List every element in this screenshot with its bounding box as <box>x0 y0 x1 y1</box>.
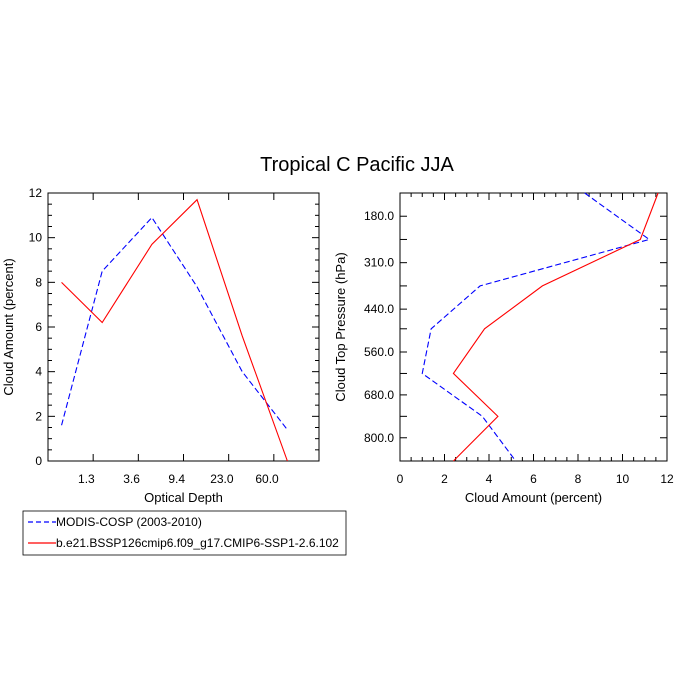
y-axis-title-left: Cloud Amount (percent) <box>1 258 16 395</box>
y-tick-label: 310.0 <box>364 256 394 270</box>
x-tick-label: 10 <box>616 472 630 486</box>
series-line-b-e21-bssp126cmip6-f09-g17-cmip6-ssp1-2-6-102 <box>452 192 659 462</box>
x-tick-label: 2 <box>441 472 448 486</box>
x-tick-label: 60.0 <box>255 472 279 486</box>
legend-box <box>22 510 347 556</box>
y-tick-label: 680.0 <box>364 388 394 402</box>
x-tick-label: 1.3 <box>78 472 95 486</box>
chart-title: Tropical C Pacific JJA <box>260 154 454 176</box>
plot-frame-right <box>399 192 668 462</box>
series-line-modis-cosp-2003-2010 <box>61 216 288 431</box>
x-tick-label: 23.0 <box>210 472 234 486</box>
legend: MODIS-COSP (2003-2010) b.e21.BSSP126cmip… <box>22 510 347 556</box>
x-tick-label: 12 <box>660 472 674 486</box>
x-tick-label: 3.6 <box>123 472 140 486</box>
y-tick-label: 6 <box>35 320 42 334</box>
y-tick-label: 0 <box>35 454 42 468</box>
y-tick-label: 2 <box>35 409 42 423</box>
series-line-b-e21-bssp126cmip6-f09-g17-cmip6-ssp1-2-6-102 <box>61 198 288 462</box>
y-tick-label: 440.0 <box>364 302 394 316</box>
pressure-profile-panel: 0 2 4 6 8 10 12 180.0 310.0 440.0 560.0 680.0 800.0 C… <box>333 192 674 505</box>
x-tick-label: 9.4 <box>168 472 185 486</box>
y-tick-label: 12 <box>29 186 43 200</box>
y-tick-label: 800.0 <box>364 431 394 445</box>
y-tick-label: 560.0 <box>364 345 394 359</box>
plot-frame-left <box>47 192 320 462</box>
y-tick-label: 10 <box>29 231 43 245</box>
y-tick-label: 8 <box>35 275 42 289</box>
legend-label-model: b.e21.BSSP126cmip6.f09_g17.CMIP6-SSP1-2.… <box>56 536 339 550</box>
x-tick-label: 8 <box>575 472 582 486</box>
x-axis-title-right: Cloud Amount (percent) <box>465 490 602 505</box>
y-axis-title-right: Cloud Top Pressure (hPa) <box>333 252 348 401</box>
x-tick-label: 6 <box>530 472 537 486</box>
y-tick-label: 4 <box>35 365 42 379</box>
series-line-modis-cosp-2003-2010 <box>421 192 651 462</box>
legend-label-modis: MODIS-COSP (2003-2010) <box>56 515 202 529</box>
y-tick-label: 180.0 <box>364 209 394 223</box>
optical-depth-panel: 0 2 4 6 8 10 12 1.3 3.6 9.4 23.0 60.0 Optical Depth C… <box>1 186 320 505</box>
x-axis-title-left: Optical Depth <box>144 490 223 505</box>
x-tick-label: 4 <box>486 472 493 486</box>
x-tick-label: 0 <box>397 472 404 486</box>
